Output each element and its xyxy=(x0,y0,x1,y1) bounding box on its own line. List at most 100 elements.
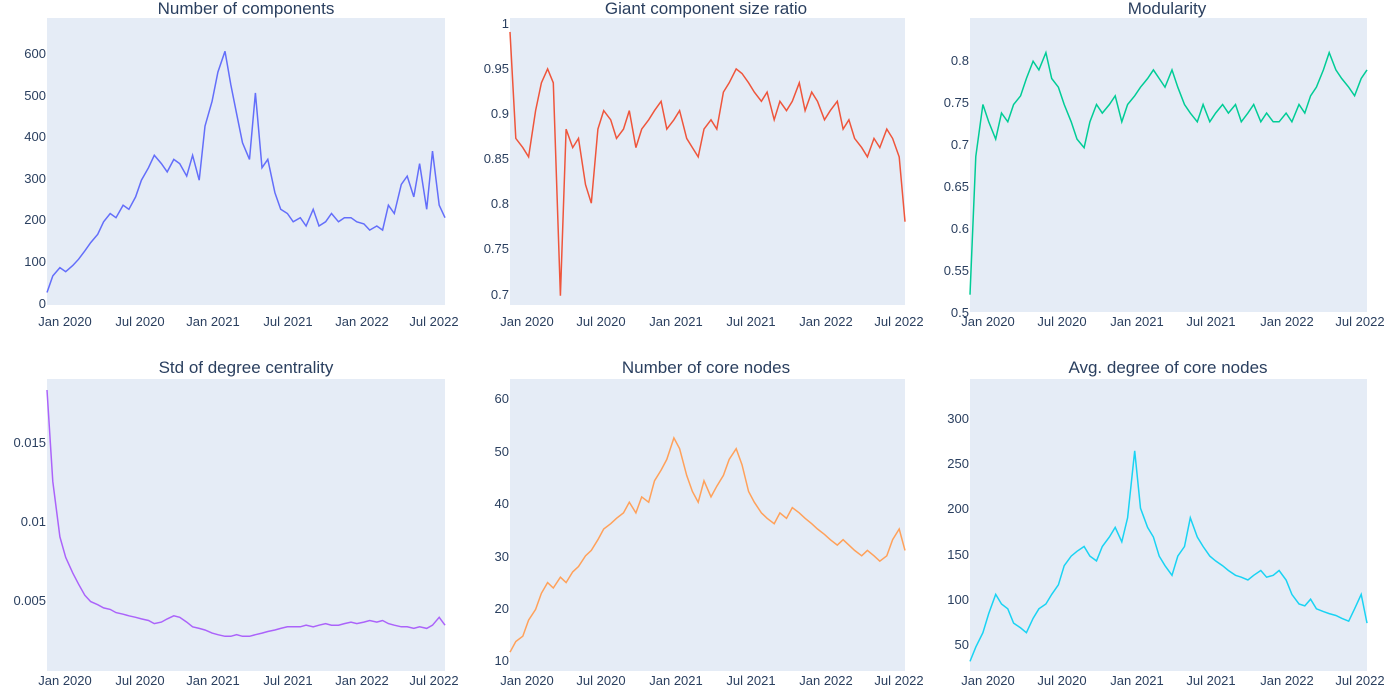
x-tick-label: Jul 2020 xyxy=(1037,314,1086,329)
x-tick-label: Jan 2022 xyxy=(335,314,389,329)
x-tick-label: Jan 2020 xyxy=(500,314,554,329)
series-line-core-nodes xyxy=(509,435,906,653)
x-tick-label: Jan 2021 xyxy=(186,673,240,688)
x-tick-labels: Jan 2020 Jul 2020 Jan 2021 Jul 2021 Jan … xyxy=(961,673,1384,688)
x-tick-label: Jan 2022 xyxy=(1260,673,1314,688)
y-tick-label: 0.7 xyxy=(951,137,969,152)
x-tick-label: Jan 2021 xyxy=(1110,314,1164,329)
series-line-giant-component xyxy=(509,31,906,296)
x-tick-label: Jan 2022 xyxy=(799,673,853,688)
y-tick-label: 300 xyxy=(24,171,46,186)
x-tick-label: Jan 2021 xyxy=(649,673,703,688)
x-tick-label: Jul 2021 xyxy=(726,673,775,688)
chart-title: Modularity xyxy=(1128,0,1207,18)
x-tick-label: Jul 2022 xyxy=(874,314,923,329)
y-tick-label: 100 xyxy=(947,592,969,607)
y-tick-label: 60 xyxy=(495,391,509,406)
y-tick-label: 30 xyxy=(495,549,509,564)
x-tick-label: Jul 2020 xyxy=(115,314,164,329)
series-line-components xyxy=(46,51,446,293)
series-line-std-degree xyxy=(46,389,446,638)
x-tick-labels: Jan 2020 Jul 2020 Jan 2021 Jul 2021 Jan … xyxy=(38,673,458,688)
y-tick-label: 50 xyxy=(495,444,509,459)
x-tick-label: Jan 2020 xyxy=(961,673,1015,688)
x-tick-label: Jul 2020 xyxy=(576,314,625,329)
y-tick-label: 150 xyxy=(947,547,969,562)
y-tick-label: 0.65 xyxy=(944,179,969,194)
y-tick-label: 0.005 xyxy=(13,593,46,608)
y-tick-label: 500 xyxy=(24,88,46,103)
y-tick-label: 0.55 xyxy=(944,263,969,278)
y-tick-label: 600 xyxy=(24,46,46,61)
y-tick-label: 300 xyxy=(947,411,969,426)
y-tick-label: 0.75 xyxy=(484,241,509,256)
y-tick-label: 250 xyxy=(947,456,969,471)
plot-area xyxy=(970,18,1367,312)
x-tick-label: Jul 2021 xyxy=(1186,314,1235,329)
y-tick-label: 0.015 xyxy=(13,435,46,450)
chart-panel-modularity: Modularity 0.5 0.55 0.6 0.65 0.7 0.75 0.… xyxy=(944,0,1385,329)
x-tick-labels: Jan 2020 Jul 2020 Jan 2021 Jul 2021 Jan … xyxy=(500,673,923,688)
y-tick-label: 50 xyxy=(955,637,969,652)
y-tick-label: 100 xyxy=(24,254,46,269)
y-tick-labels: 0.5 0.55 0.6 0.65 0.7 0.75 0.8 xyxy=(944,53,969,320)
chart-panel-core-nodes: Number of core nodes 10 20 30 40 50 60 J… xyxy=(495,358,924,688)
series-line-modularity xyxy=(969,50,1368,295)
x-tick-label: Jul 2022 xyxy=(409,314,458,329)
x-tick-label: Jan 2021 xyxy=(649,314,703,329)
x-tick-label: Jul 2022 xyxy=(409,673,458,688)
y-tick-label: 0.6 xyxy=(951,221,969,236)
x-tick-label: Jan 2020 xyxy=(38,673,92,688)
y-tick-labels: 0.005 0.01 0.015 xyxy=(13,435,46,608)
y-tick-label: 0.85 xyxy=(484,151,509,166)
y-tick-label: 20 xyxy=(495,601,509,616)
plot-area xyxy=(47,18,445,305)
chart-panel-std-degree: Std of degree centrality 0.005 0.01 0.01… xyxy=(13,358,458,688)
x-tick-label: Jul 2022 xyxy=(1335,673,1384,688)
y-tick-labels: 10 20 30 40 50 60 xyxy=(495,391,509,668)
chart-title: Number of core nodes xyxy=(622,358,790,377)
x-tick-label: Jul 2022 xyxy=(1335,314,1384,329)
x-tick-label: Jan 2022 xyxy=(1260,314,1314,329)
chart-title: Avg. degree of core nodes xyxy=(1068,358,1267,377)
chart-panel-giant-component: Giant component size ratio 0.7 0.75 0.8 … xyxy=(484,0,924,329)
plot-area xyxy=(970,379,1367,671)
x-tick-label: Jul 2021 xyxy=(1186,673,1235,688)
x-tick-label: Jul 2020 xyxy=(115,673,164,688)
x-tick-label: Jul 2022 xyxy=(874,673,923,688)
plot-area xyxy=(510,18,905,305)
x-tick-label: Jan 2021 xyxy=(1110,673,1164,688)
chart-panel-avg-degree: Avg. degree of core nodes 50 100 150 200… xyxy=(947,358,1384,688)
x-tick-label: Jan 2022 xyxy=(799,314,853,329)
y-tick-label: 200 xyxy=(24,212,46,227)
series-line-avg-degree xyxy=(969,450,1368,662)
plot-area xyxy=(510,379,905,671)
y-tick-label: 0.5 xyxy=(951,305,969,320)
y-tick-labels: 0 100 200 300 400 500 600 xyxy=(24,46,46,311)
x-tick-label: Jan 2020 xyxy=(38,314,92,329)
x-tick-label: Jan 2020 xyxy=(961,314,1015,329)
y-tick-label: 0 xyxy=(39,296,46,311)
y-tick-label: 0.95 xyxy=(484,61,509,76)
chart-title: Std of degree centrality xyxy=(159,358,334,377)
y-tick-label: 0.9 xyxy=(491,106,509,121)
y-tick-label: 0.8 xyxy=(951,53,969,68)
x-tick-label: Jan 2021 xyxy=(186,314,240,329)
y-tick-label: 400 xyxy=(24,129,46,144)
chart-title: Giant component size ratio xyxy=(605,0,807,18)
x-tick-label: Jan 2020 xyxy=(500,673,554,688)
x-tick-label: Jul 2021 xyxy=(263,673,312,688)
y-tick-label: 0.01 xyxy=(21,514,46,529)
chart-panel-components: Number of components 0 100 200 300 400 5… xyxy=(24,0,458,329)
x-tick-labels: Jan 2020 Jul 2020 Jan 2021 Jul 2021 Jan … xyxy=(961,314,1384,329)
plot-area xyxy=(47,379,445,671)
y-tick-labels: 0.7 0.75 0.8 0.85 0.9 0.95 1 xyxy=(484,16,509,302)
x-tick-labels: Jan 2020 Jul 2020 Jan 2021 Jul 2021 Jan … xyxy=(500,314,923,329)
y-tick-label: 10 xyxy=(495,653,509,668)
x-tick-label: Jul 2020 xyxy=(576,673,625,688)
x-tick-label: Jul 2021 xyxy=(263,314,312,329)
chart-title: Number of components xyxy=(158,0,335,18)
y-tick-label: 0.75 xyxy=(944,95,969,110)
y-tick-label: 1 xyxy=(502,16,509,31)
